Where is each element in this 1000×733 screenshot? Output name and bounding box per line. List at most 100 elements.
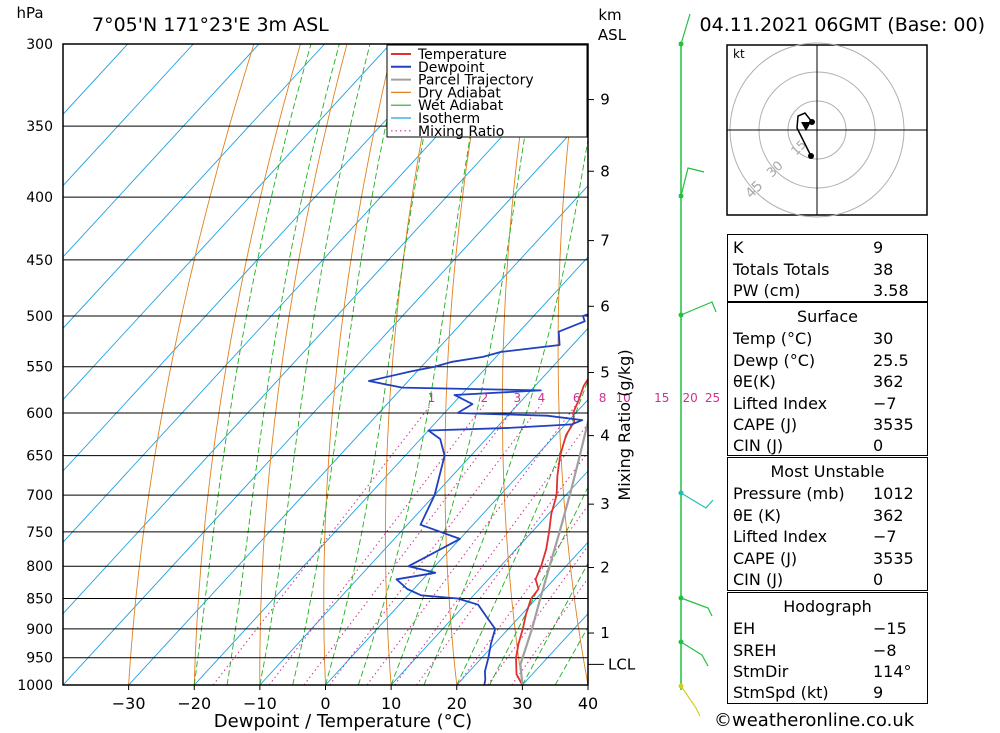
indices-value-pw: 3.58: [873, 281, 909, 300]
surface-label-li: Lifted Index: [733, 394, 828, 413]
isotherm-line: [63, 44, 457, 472]
legend-label: Dewpoint: [418, 60, 485, 76]
dry-adiabat-line: [952, 44, 1000, 685]
legend-label: Dry Adiabat: [418, 85, 501, 101]
x-tick-label: −20: [177, 694, 211, 713]
mu-value-cin: 0: [873, 570, 884, 589]
mixing-ratio-line: [212, 403, 432, 685]
mixing-ratio-line: [394, 422, 588, 685]
wind-dot-400: [678, 193, 684, 199]
legend-frame: [386, 44, 588, 138]
wind-barb-700: [680, 492, 714, 509]
height-unit-asl: ASL: [598, 26, 627, 44]
x-tick-label: 30: [512, 694, 532, 713]
parcel-trajectory-line: [519, 417, 588, 685]
legend-label: Mixing Ratio: [418, 124, 504, 140]
isotherm-line: [456, 541, 588, 685]
mu-label-cin: CIN (J): [733, 570, 784, 589]
surface-value-temp: 30: [873, 329, 894, 348]
surface-title: Surface: [797, 307, 858, 326]
mu-label-pressure: Pressure (mb): [733, 484, 845, 503]
hodo-value-stmspd: 9: [873, 683, 884, 702]
dewpoint-line: [367, 313, 588, 685]
x-tick-label: 20: [447, 694, 467, 713]
isobar-lines: [63, 43, 588, 686]
wet-adiabat-line: [259, 44, 371, 685]
dry-adiabat-line: [384, 44, 441, 685]
surface-label-temp: Temp (°C): [733, 329, 813, 348]
most-unstable-table: Most Unstable Pressure (mb) 1012 θE (K) …: [727, 457, 928, 591]
wind-dot-850: [678, 595, 684, 601]
isotherm-line: [63, 44, 588, 615]
wet-adiabat-line: [357, 44, 488, 685]
mixing-ratio-label: 1: [428, 391, 436, 405]
km-tick-label: 7: [600, 232, 610, 250]
mu-label-cape: CAPE (J): [733, 549, 798, 568]
dry-adiabat-line: [128, 44, 255, 685]
indices-label-k: K: [733, 238, 744, 257]
pressure-unit-label: hPa: [16, 4, 43, 22]
km-tick-label: 6: [600, 297, 610, 315]
pressure-tick-label: 500: [26, 309, 53, 325]
hodograph-table-title: Hodograph: [783, 597, 872, 616]
hodo-label-stmspd: StmSpd (kt): [733, 683, 829, 702]
surface-label-thetae: θE(K): [733, 372, 776, 391]
km-tick-label: 1: [600, 624, 610, 642]
isotherm-line: [325, 399, 588, 685]
wind-barb-400: [680, 167, 705, 197]
dry-adiabat-line: [259, 44, 348, 685]
isotherm-line: [259, 327, 588, 685]
mixing-ratio-label: 8: [599, 391, 607, 405]
height-unit-km: km: [598, 6, 621, 24]
wind-dot-700: [678, 490, 684, 496]
most-unstable-title: Most Unstable: [770, 462, 885, 481]
wind-barb-1000: [680, 685, 701, 717]
surface-value-dewp: 25.5: [873, 351, 909, 370]
hodo-value-sreh: −8: [873, 641, 897, 660]
km-tick-label: 9: [600, 91, 610, 109]
mixing-ratio-line: [268, 403, 485, 685]
km-tick-label: 8: [600, 162, 610, 180]
mixing-ratio-label: 15: [654, 391, 669, 405]
pressure-tick-label: 900: [26, 622, 53, 638]
isotherm-line: [63, 44, 325, 330]
mu-value-li: −7: [873, 527, 897, 546]
surface-value-li: −7: [873, 394, 897, 413]
wet-adiabat-line: [226, 44, 340, 685]
hodo-value-stmdir: 114°: [873, 662, 912, 681]
legend-label: Isotherm: [418, 111, 480, 127]
wind-dot-1000: [678, 683, 684, 689]
mixing-ratio-label: 6: [573, 391, 581, 405]
isotherm-line: [128, 185, 588, 685]
hodo-label-eh: EH: [733, 619, 756, 638]
dry-adiabat-line: [501, 44, 534, 685]
location-title: 7°05'N 171°23'E 3m ASL: [92, 14, 329, 36]
isotherm-line: [63, 44, 260, 258]
hodograph-storm-marker: [801, 122, 811, 131]
footer-site-link[interactable]: weatheronline.co.uk: [732, 710, 915, 731]
mu-label-thetae: θE (K): [733, 506, 781, 525]
dry-adiabat-line: [557, 44, 588, 685]
indices-value-tt: 38: [873, 260, 894, 279]
mixing-ratio-label: 10: [616, 391, 631, 405]
pressure-tick-label: 400: [26, 190, 53, 206]
pressure-tick-label: 450: [26, 253, 53, 269]
wind-barb-500: [680, 301, 717, 316]
x-tick-label: −30: [112, 694, 146, 713]
pressure-tick-label: 950: [26, 651, 53, 667]
footer-credit[interactable]: ©weatheronline.co.uk: [714, 710, 914, 731]
pressure-tick-label: 700: [26, 488, 53, 504]
indices-label-tt: Totals Totals: [733, 260, 830, 279]
hodo-label-sreh: SREH: [733, 641, 777, 660]
indices-label-pw: PW (cm): [733, 281, 801, 300]
surface-label-cin: CIN (J): [733, 436, 784, 455]
isotherm-line: [63, 44, 129, 116]
mixing-ratio-label: 25: [705, 391, 720, 405]
mixing-ratio-label: 4: [538, 391, 546, 405]
legend-label: Temperature: [417, 47, 507, 63]
pressure-tick-label: 600: [26, 406, 53, 422]
dry-adiabat-line: [444, 44, 487, 685]
wet-adiabat-line: [390, 44, 541, 685]
